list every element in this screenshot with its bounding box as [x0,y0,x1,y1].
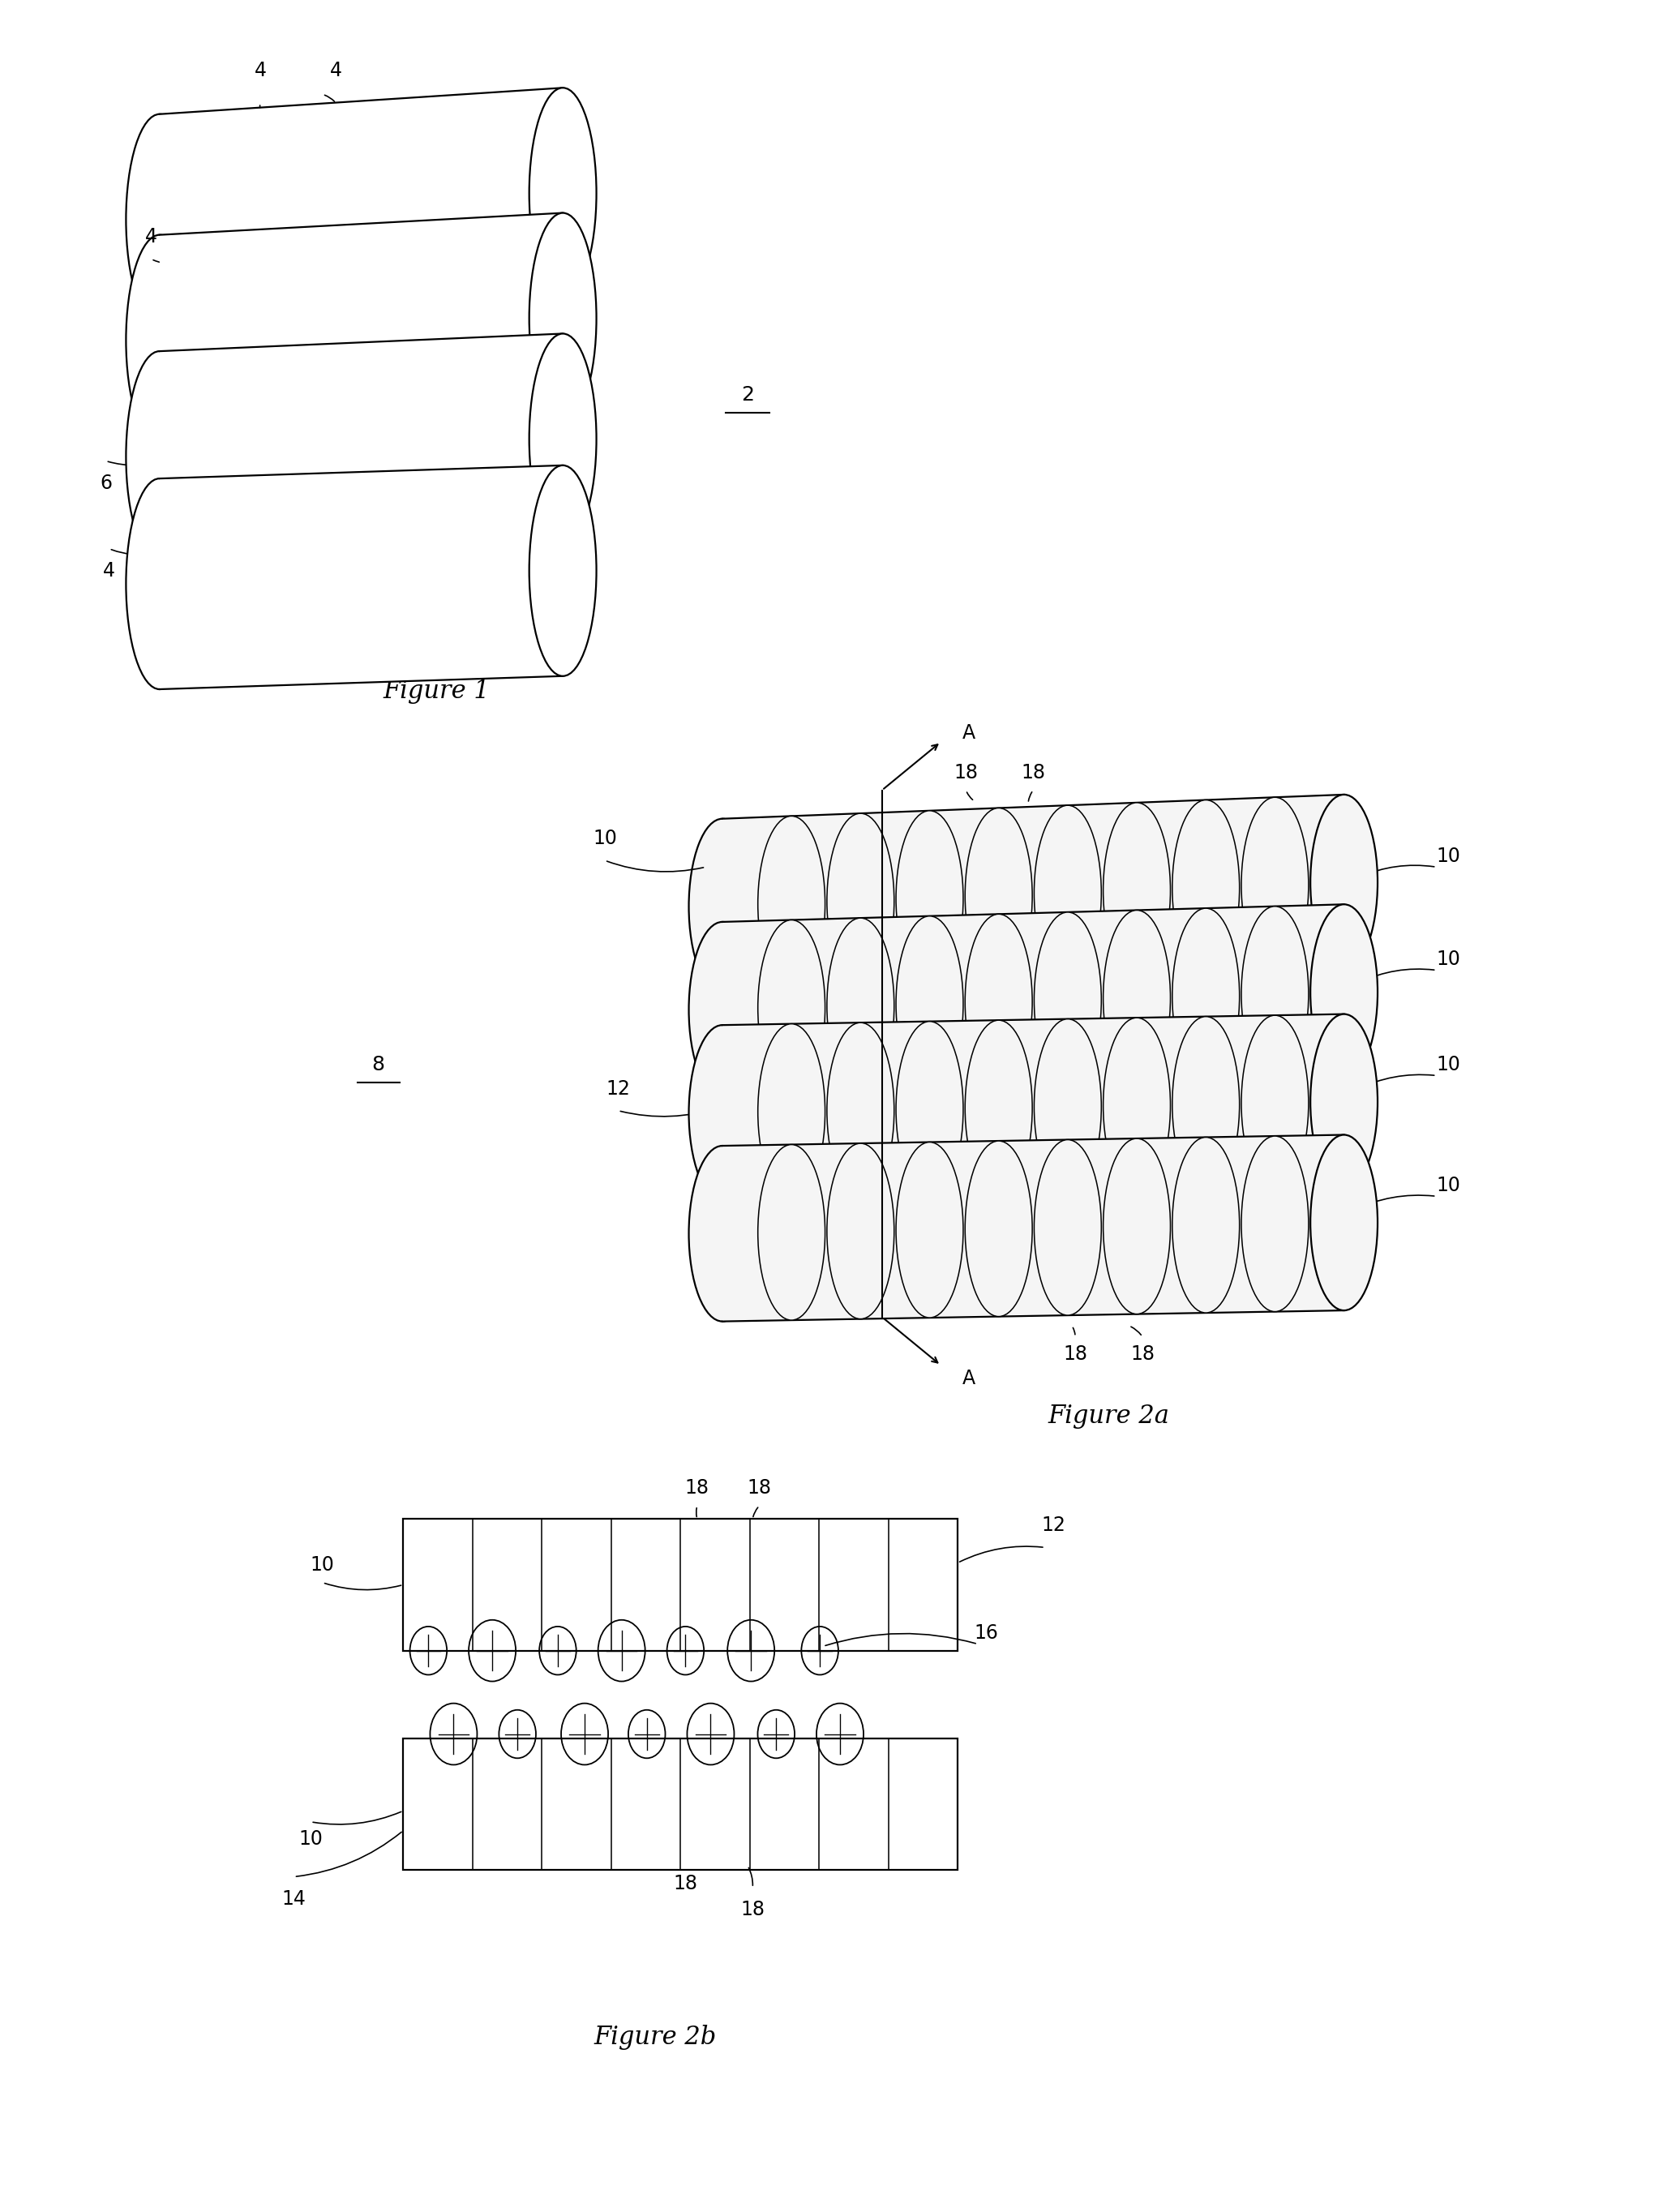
Text: 18: 18 [954,764,978,781]
Polygon shape [722,795,1344,994]
Polygon shape [722,1135,1344,1321]
Ellipse shape [964,1141,1032,1317]
Ellipse shape [1242,797,1309,972]
Ellipse shape [689,1146,756,1321]
Text: Figure 2b: Figure 2b [595,2024,716,2050]
Ellipse shape [1035,913,1102,1089]
Ellipse shape [1173,799,1240,975]
Ellipse shape [895,810,963,986]
Polygon shape [722,1014,1344,1201]
Ellipse shape [758,920,825,1095]
Ellipse shape [1173,909,1240,1084]
Text: 10: 10 [1436,1177,1460,1194]
Ellipse shape [529,334,596,544]
Ellipse shape [964,913,1032,1089]
Polygon shape [722,904,1344,1098]
Text: 18: 18 [1063,1346,1087,1363]
Text: 6: 6 [99,474,113,492]
Text: 4: 4 [254,61,267,79]
Ellipse shape [1173,1016,1240,1192]
Text: 4: 4 [144,228,158,246]
Ellipse shape [1310,1135,1378,1310]
Ellipse shape [895,1141,963,1317]
Text: 10: 10 [311,1556,334,1574]
Ellipse shape [1310,904,1378,1080]
Ellipse shape [1242,1137,1309,1313]
Ellipse shape [689,1025,756,1201]
Text: 2: 2 [741,386,754,404]
Text: 4: 4 [329,61,343,79]
Ellipse shape [827,1144,894,1319]
Polygon shape [160,334,563,562]
Ellipse shape [689,922,756,1098]
Ellipse shape [1104,803,1171,979]
Text: 18: 18 [1021,764,1045,781]
Ellipse shape [126,479,193,689]
Text: 18: 18 [674,1875,697,1892]
Ellipse shape [529,213,596,424]
Ellipse shape [1035,1018,1102,1194]
Text: 10: 10 [593,830,617,847]
Text: 10: 10 [1436,847,1460,865]
Text: 14: 14 [282,1890,306,1907]
Ellipse shape [827,1023,894,1198]
Ellipse shape [758,1023,825,1198]
Ellipse shape [827,814,894,990]
Text: 12: 12 [1042,1517,1065,1534]
Ellipse shape [126,235,193,446]
Ellipse shape [1035,1139,1102,1315]
Text: 10: 10 [299,1831,323,1848]
Text: 18: 18 [748,1479,771,1497]
Ellipse shape [529,465,596,676]
Text: 18: 18 [685,1479,709,1497]
Text: 4: 4 [102,562,116,579]
Polygon shape [160,213,563,446]
Text: 18: 18 [1131,1346,1154,1363]
Text: 18: 18 [741,1901,764,1918]
Ellipse shape [1035,806,1102,981]
Bar [403,1738,958,1870]
Ellipse shape [827,918,894,1093]
Ellipse shape [964,1021,1032,1196]
Ellipse shape [895,915,963,1091]
Text: Figure 1: Figure 1 [383,678,491,705]
Ellipse shape [895,1021,963,1196]
Ellipse shape [758,817,825,992]
Ellipse shape [529,88,596,299]
Ellipse shape [1310,795,1378,970]
Ellipse shape [1104,1139,1171,1315]
Text: A: A [963,1370,976,1387]
Ellipse shape [758,1144,825,1319]
Ellipse shape [126,114,193,325]
Ellipse shape [689,819,756,994]
Polygon shape [160,465,563,689]
Text: 16: 16 [974,1624,998,1642]
Text: 12: 12 [606,1080,630,1098]
Text: A: A [963,724,976,742]
Ellipse shape [1242,907,1309,1082]
Text: Figure 2a: Figure 2a [1048,1403,1169,1429]
Text: 8: 8 [371,1056,385,1073]
Ellipse shape [1104,1018,1171,1194]
Text: 10: 10 [1436,1056,1460,1073]
Ellipse shape [1173,1137,1240,1313]
Text: 10: 10 [1436,950,1460,968]
Ellipse shape [964,808,1032,983]
Polygon shape [160,88,563,325]
Ellipse shape [1310,1014,1378,1190]
Bar [403,1519,958,1651]
Ellipse shape [1104,911,1171,1087]
Ellipse shape [126,351,193,562]
Ellipse shape [1242,1016,1309,1192]
